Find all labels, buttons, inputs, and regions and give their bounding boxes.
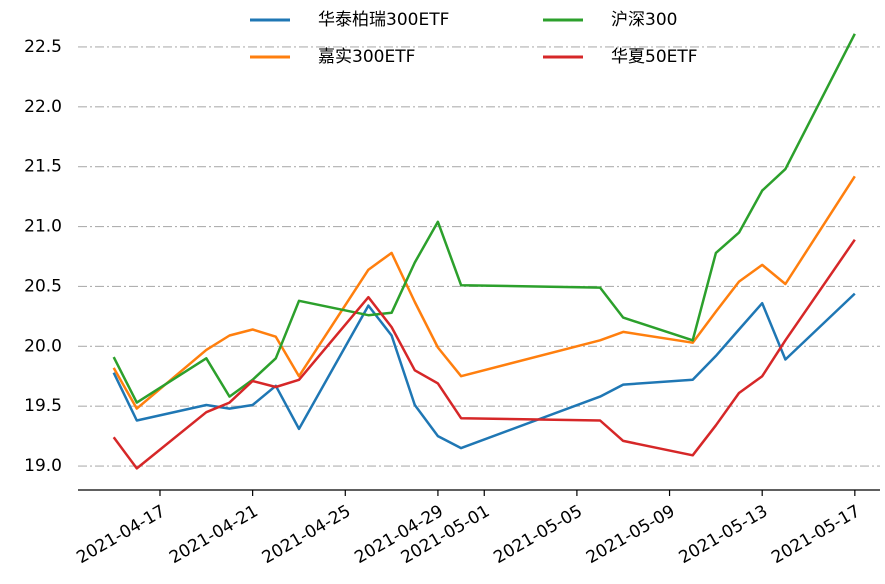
y-tick-label: 20.5 — [24, 276, 62, 296]
x-tick-label: 2021-04-21 — [166, 501, 262, 568]
y-tick-label: 19.5 — [24, 396, 62, 416]
legend-label: 华泰柏瑞300ETF — [318, 10, 449, 30]
y-tick-label: 21.5 — [24, 157, 62, 177]
x-tick-label: 2021-05-05 — [490, 501, 586, 568]
legend-label: 华夏50ETF — [611, 47, 698, 67]
y-tick-label: 20.0 — [24, 336, 62, 356]
y-tick-label: 21.0 — [24, 217, 62, 237]
legend-label: 嘉实300ETF — [318, 47, 415, 67]
y-tick-label: 22.5 — [24, 37, 62, 57]
series-line — [112, 292, 856, 450]
series-line — [112, 175, 856, 410]
x-tick-label: 2021-04-25 — [259, 501, 355, 568]
series-line — [112, 33, 856, 404]
x-tick-label: 2021-05-17 — [768, 501, 864, 568]
y-tick-label: 22.0 — [24, 97, 62, 117]
x-tick-label: 2021-05-09 — [583, 501, 679, 568]
series-line — [112, 238, 856, 470]
x-tick-label: 2021-05-13 — [676, 501, 772, 568]
y-tick-label: 19.0 — [24, 456, 62, 476]
x-tick-label: 2021-04-17 — [73, 501, 169, 568]
legend-label: 沪深300 — [611, 10, 677, 30]
